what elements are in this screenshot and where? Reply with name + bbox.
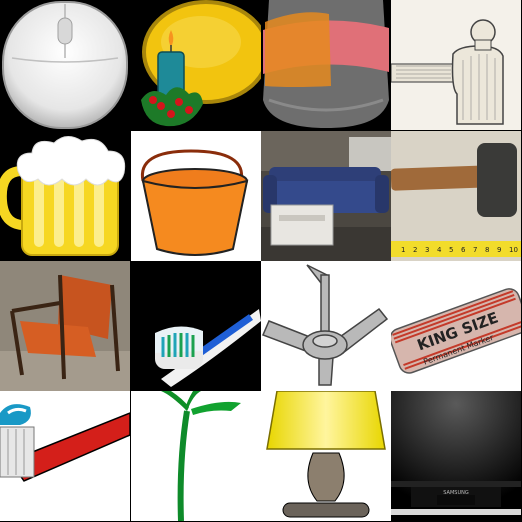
ruler-number: 5 xyxy=(449,246,453,254)
lamp-icon xyxy=(261,391,391,521)
tile-sofa[interactable] xyxy=(261,131,391,261)
tile-chair[interactable] xyxy=(0,261,130,391)
tile-ceiling-fan[interactable] xyxy=(261,261,391,391)
tile-bucket[interactable] xyxy=(131,131,261,261)
tile-toothbrush-photo[interactable] xyxy=(131,261,261,391)
mallet-icon: 1 2 3 4 5 6 7 8 9 10 xyxy=(391,131,521,261)
marker-icon: KING SIZE Permanent Marker xyxy=(391,261,521,391)
hammer-icon xyxy=(391,0,521,130)
tile-mouse[interactable] xyxy=(0,0,130,130)
ruler-number: 8 xyxy=(485,246,489,254)
palm-tree-icon xyxy=(131,391,261,521)
tile-toothbrush-clipart[interactable] xyxy=(0,391,130,521)
sofa-icon xyxy=(261,131,391,261)
ruler-number: 3 xyxy=(425,246,429,254)
thermos-icon xyxy=(261,0,391,130)
ruler-number: 4 xyxy=(437,246,442,254)
bucket-icon xyxy=(131,131,261,261)
monitor-brand: SAMSUNG xyxy=(443,490,469,496)
toothbrush-icon xyxy=(0,391,130,521)
tile-lamp[interactable] xyxy=(261,391,391,521)
ruler-number: 9 xyxy=(497,246,501,254)
tile-hammer-sketch[interactable] xyxy=(391,0,521,130)
computer-mouse-icon xyxy=(0,0,130,130)
toothbrush-icon xyxy=(131,261,261,391)
ruler-number: 2 xyxy=(413,246,417,254)
beer-mug-icon xyxy=(0,131,130,261)
ruler-number: 10 xyxy=(509,246,518,254)
tile-thermos[interactable] xyxy=(261,0,391,130)
tile-beer[interactable] xyxy=(0,131,130,261)
chair-icon xyxy=(0,261,130,391)
ruler-number: 7 xyxy=(473,246,477,254)
tile-mallet[interactable]: 1 2 3 4 5 6 7 8 9 10 xyxy=(391,131,521,261)
tile-candle[interactable] xyxy=(131,0,261,130)
tile-marker[interactable]: KING SIZE Permanent Marker xyxy=(391,261,521,391)
ruler-numbers: 1 2 3 4 5 6 7 8 9 10 xyxy=(401,246,518,254)
monitor-icon: SAMSUNG xyxy=(391,391,521,521)
candle-icon xyxy=(131,0,261,130)
tile-palm[interactable] xyxy=(131,391,261,521)
ceiling-fan-icon xyxy=(261,261,391,391)
ruler-number: 6 xyxy=(461,246,466,254)
ruler-number: 1 xyxy=(401,246,405,254)
tile-monitor[interactable]: SAMSUNG xyxy=(391,391,521,521)
